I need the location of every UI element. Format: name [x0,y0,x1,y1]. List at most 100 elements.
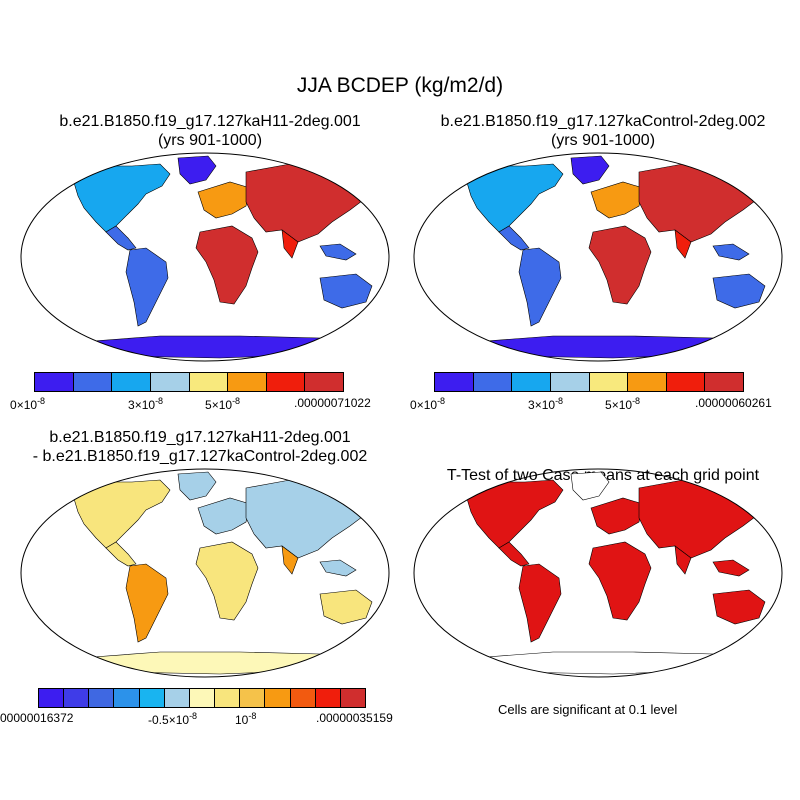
land-region-aus [712,273,766,309]
panel2-title-line1: b.e21.B1850.f19_g17.127kaControl-2deg.00… [440,113,766,130]
land-region-africa [588,541,652,621]
land-region-antarctica [472,651,745,675]
land-region-greenland [570,155,610,185]
colorbar-swatch [315,689,341,707]
land-region-europe [590,181,644,219]
cb2-tick-3: .00000060261 [695,396,772,410]
map-border [20,468,390,678]
cb1-tick-3: .00000071022 [294,396,371,410]
map-border [413,152,783,362]
land-region-greenland [177,471,217,501]
land-region-sea [319,243,357,261]
land-region-greenland [177,155,217,185]
colorbar-swatch [550,373,590,391]
land-region-sea [712,243,750,261]
significance-note: Cells are significant at 0.1 level [498,702,678,717]
colorbar-swatch [305,373,343,391]
colorbar-diff [38,688,366,708]
land-region-ca [498,541,530,567]
land-region-ca [105,225,137,251]
land-region-ca [498,225,530,251]
colorbar-swatch [589,373,629,391]
land-region-sea [712,559,750,577]
cb1-tick-2: 5×10-8 [205,396,241,412]
colorbar-swatch [189,689,216,707]
colorbar-swatch [512,373,551,391]
land-region-sea [319,559,357,577]
colorbar-swatch [473,373,513,391]
land-region-europe [590,497,644,535]
colorbar-swatch [228,373,267,391]
colorbar-swatch [265,689,291,707]
land-region-na [464,479,564,549]
cb2-tick-0: 0×10-8 [410,396,446,412]
land-region-india [281,545,299,575]
colorbar-swatch [189,373,229,391]
land-region-sa [125,247,169,327]
land-region-aus [319,273,373,309]
panel2-title-line2: (yrs 901-1000) [550,132,656,149]
colorbar-swatch [266,373,306,391]
cb2-tick-1: 3×10-8 [528,396,564,412]
main-title: JJA BCDEP (kg/m2/d) [296,74,504,97]
colorbar-swatch [164,689,190,707]
land-region-greenland [570,471,610,501]
cb1-tick-1: 3×10-8 [128,396,164,412]
land-region-sa [125,563,169,643]
cb2-tick-2: 5×10-8 [605,396,641,412]
cb3-tick-1: -0.5×10-8 [148,711,198,727]
colorbar-swatch [112,373,151,391]
land-region-na [71,163,171,233]
panel3-title: b.e21.B1850.f19_g17.127kaH11-2deg.001 - … [0,428,400,466]
land-region-europe [197,497,251,535]
colorbar-swatch [705,373,743,391]
land-region-sa [518,563,562,643]
land-region-asia [638,163,764,243]
land-region-antarctica [472,335,745,359]
land-region-aus [319,589,373,625]
land-region-africa [195,541,259,621]
panel1-title-line1: b.e21.B1850.f19_g17.127kaH11-2deg.001 [59,113,361,130]
land-region-india [674,545,692,575]
land-region-sa [518,247,562,327]
cb3-tick-0: 00000016372 [0,711,74,725]
map-ttest [413,468,783,683]
colorbar-swatch [114,689,140,707]
colorbar-swatch [64,689,90,707]
colorbar-swatch [39,689,65,707]
colorbar-swatch [35,373,74,391]
map-diff [20,468,390,683]
map-svg [20,152,390,362]
colorbar-swatch [628,373,667,391]
land-region-asia [245,479,371,559]
panel1-title-line2: (yrs 901-1000) [157,132,263,149]
map-border [20,152,390,362]
land-region-india [674,229,692,259]
map-svg [413,468,783,678]
map-border [413,468,783,678]
map-case2 [413,152,783,367]
panel3-title-line2: - b.e21.B1850.f19_g17.127kaControl-2deg.… [32,448,368,465]
land-region-na [71,479,171,549]
map-svg [413,152,783,362]
panel1-title: b.e21.B1850.f19_g17.127kaH11-2deg.001 (y… [20,112,400,150]
colorbar-swatch [73,373,113,391]
land-region-na [464,163,564,233]
land-region-antarctica [79,335,352,359]
land-region-africa [588,225,652,305]
land-region-asia [245,163,371,243]
land-region-aus [712,589,766,625]
colorbar-case1 [34,372,344,392]
colorbar-swatch [666,373,706,391]
colorbar-swatch [150,373,190,391]
cb1-tick-0: 0×10-8 [10,396,46,412]
colorbar-swatch [340,689,366,707]
colorbar-swatch [89,689,115,707]
map-case1 [20,152,390,367]
cb3-tick-2: 10-8 [235,711,257,727]
land-region-europe [197,181,251,219]
colorbar-swatch [215,689,241,707]
colorbar-case2 [434,372,744,392]
colorbar-swatch [139,689,165,707]
land-region-africa [195,225,259,305]
